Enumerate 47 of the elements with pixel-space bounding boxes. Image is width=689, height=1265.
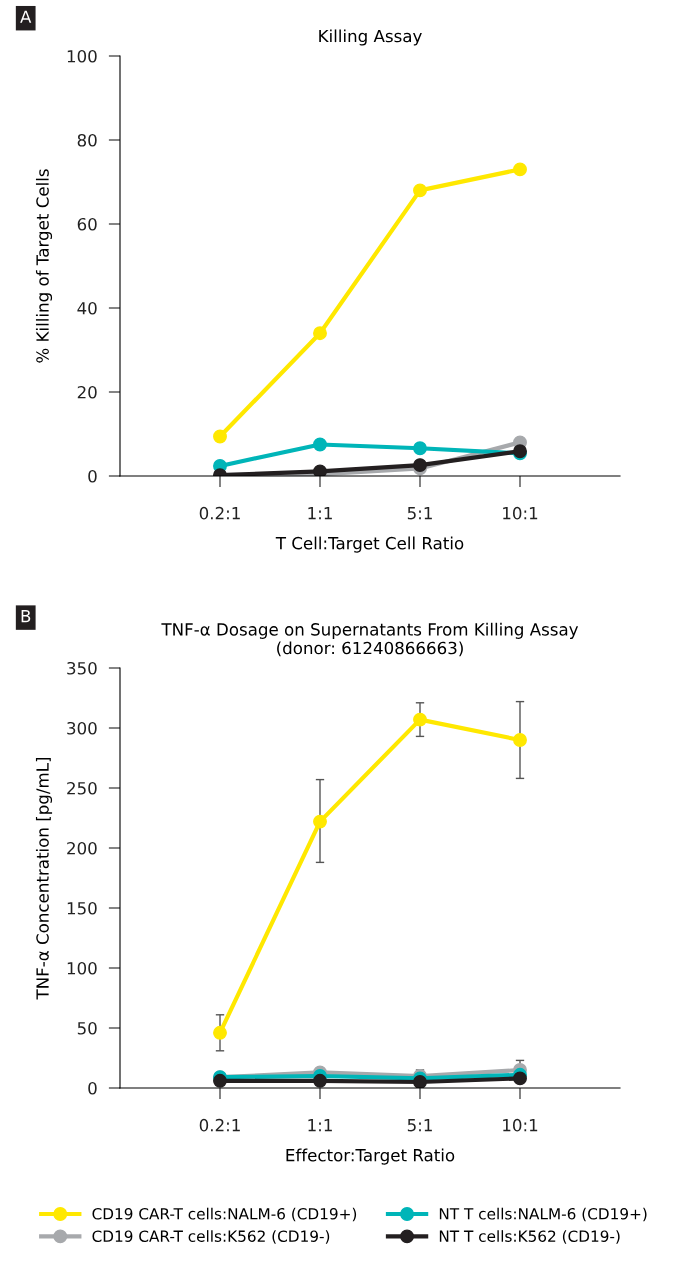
- point: [413, 1075, 427, 1088]
- point: [513, 162, 527, 177]
- legend-label: CD19 CAR-T cells:K562 (CD19-): [92, 1230, 330, 1244]
- text: A: [20, 10, 32, 23]
- x-tick-label: 10:1: [503, 506, 538, 520]
- chart-title: TNF-α Dosage on Supernatants From Killing Assay (donor: 61240866663): [161, 622, 579, 657]
- x-tick-label: 0.2:1: [199, 1118, 240, 1132]
- y-tick-label: 150: [67, 901, 97, 915]
- y-tick-label: 0: [88, 469, 97, 483]
- x-tick-label: 5:1: [407, 507, 432, 520]
- y-tick-label: 100: [67, 49, 97, 63]
- y-tick-label: 80: [77, 133, 97, 147]
- y-tick-label: 300: [67, 721, 97, 735]
- x-tick-label: 10:1: [503, 1118, 538, 1132]
- x-axis-title: Effector:Target Ratio: [286, 1148, 455, 1165]
- x-tick-label: 1:1: [308, 1119, 332, 1132]
- x-tick-label: 5:1: [407, 1119, 432, 1132]
- chart-title: Killing Assay: [319, 29, 422, 46]
- legend-label: NT T cells:NALM-6 (CD19+): [439, 1207, 647, 1222]
- text: B: [21, 610, 31, 623]
- point: [313, 326, 327, 341]
- y-tick-label: 100: [67, 961, 97, 975]
- point: [413, 183, 427, 198]
- y-tick-label: 250: [67, 781, 97, 795]
- y-tick-label: 40: [77, 301, 97, 315]
- x-tick-label: 1:1: [308, 507, 332, 520]
- point: [313, 1073, 327, 1088]
- point: [413, 441, 427, 456]
- y-tick-label: 0: [88, 1081, 97, 1095]
- point: [313, 437, 327, 452]
- x-axis-title: T Cell:Target Cell Ratio: [275, 536, 464, 553]
- y-tick-label: 60: [77, 217, 97, 231]
- point: [213, 1025, 227, 1040]
- y-tick-label: 50: [77, 1021, 97, 1035]
- legend-label: NT T cells:K562 (CD19-): [439, 1230, 620, 1244]
- y-tick-label: 200: [67, 841, 97, 855]
- point: [313, 814, 327, 829]
- point: [413, 712, 427, 727]
- y-tick-label: 20: [77, 385, 97, 399]
- y-axis-title: TNF-α Concentration [pg/mL]: [35, 757, 53, 1000]
- legend-label: CD19 CAR-T cells:NALM-6 (CD19+): [92, 1207, 357, 1222]
- y-axis-title: % Killing of Target Cells: [35, 169, 53, 363]
- y-tick-label: 350: [67, 661, 97, 675]
- point: [513, 733, 527, 747]
- point: [513, 1071, 527, 1086]
- x-tick-label: 0.2:1: [199, 506, 240, 520]
- point: [213, 429, 227, 444]
